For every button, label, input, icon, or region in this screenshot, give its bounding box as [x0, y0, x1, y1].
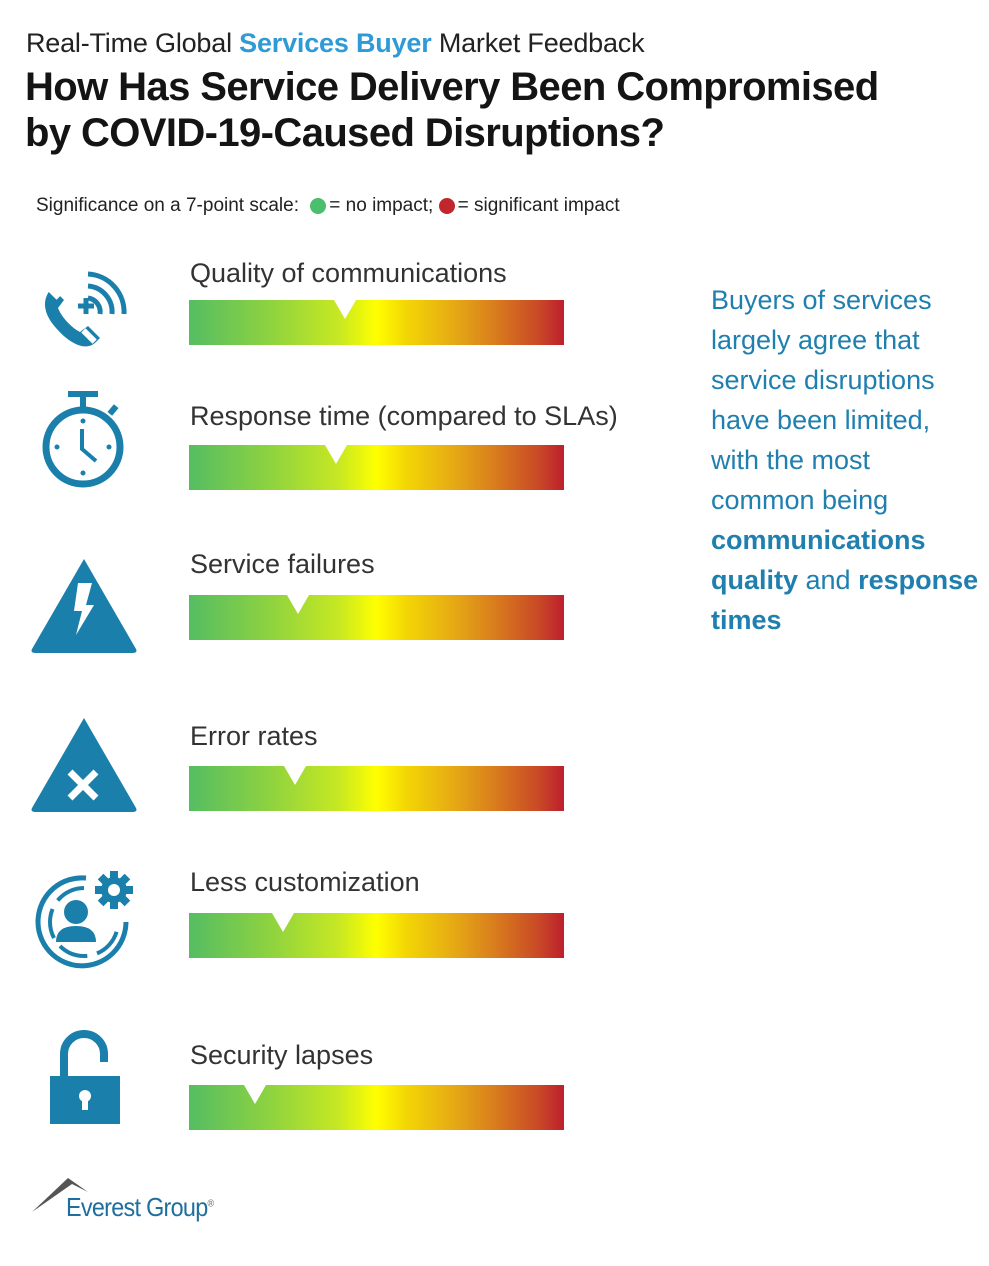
impact-scale-bar — [189, 1085, 564, 1130]
impact-scale-bar — [189, 300, 564, 345]
row-label: Security lapses — [190, 1040, 374, 1070]
logo-text: Everest Group® — [66, 1192, 215, 1223]
registered-mark: ® — [207, 1198, 215, 1210]
everest-group-logo: Everest Group® — [30, 1170, 230, 1230]
scale-legend: Significance on a 7-point scale: = no im… — [36, 195, 620, 217]
callout-part-1: Buyers of services largely agree that se… — [711, 285, 935, 515]
score-marker — [243, 1085, 266, 1104]
impact-scale-bar — [189, 445, 564, 490]
callout-text: Buyers of services largely agree that se… — [711, 280, 981, 640]
user-gear-icon — [26, 866, 142, 976]
warning-lightning-icon — [26, 553, 142, 663]
score-marker — [334, 300, 357, 319]
kicker: Real-Time Global Services Buyer Market F… — [26, 28, 645, 59]
impact-scale-bar — [189, 913, 564, 958]
callout-bold-2: response times — [711, 565, 979, 635]
logo-name: Everest Group — [66, 1192, 208, 1222]
page-title: How Has Service Delivery Been Compromise… — [25, 64, 985, 156]
legend-significant-impact: = significant impact — [457, 195, 620, 216]
stopwatch-icon — [26, 385, 142, 495]
callout-bold-1: communications quality — [711, 525, 926, 595]
title-line-2: by COVID-19-Caused Disruptions? — [25, 111, 665, 155]
red-dot-icon — [438, 198, 455, 214]
row-label: Less customization — [190, 867, 420, 897]
kicker-text-end: Market Feedback — [431, 28, 645, 58]
score-marker — [284, 766, 307, 785]
row-label: Error rates — [190, 721, 318, 751]
legend-prefix: Significance on a 7-point scale: — [36, 195, 305, 216]
open-padlock-icon — [26, 1028, 142, 1138]
row-label: Service failures — [190, 549, 375, 579]
phone-call-icon — [26, 256, 142, 366]
legend-no-impact: = no impact; — [329, 195, 439, 216]
kicker-text: Real-Time Global — [26, 28, 240, 58]
green-dot-icon — [310, 198, 327, 214]
impact-scale-bar — [189, 766, 564, 811]
score-marker — [324, 445, 347, 464]
callout-part-2: and — [798, 565, 859, 595]
score-marker — [271, 913, 294, 932]
row-label: Quality of communications — [190, 258, 507, 288]
kicker-highlight: Services Buyer — [239, 28, 432, 58]
impact-scale-bar — [189, 595, 564, 640]
score-marker — [287, 595, 310, 614]
warning-x-icon — [26, 714, 142, 824]
title-line-1: How Has Service Delivery Been Compromise… — [25, 65, 879, 109]
row-label: Response time (compared to SLAs) — [190, 401, 618, 431]
